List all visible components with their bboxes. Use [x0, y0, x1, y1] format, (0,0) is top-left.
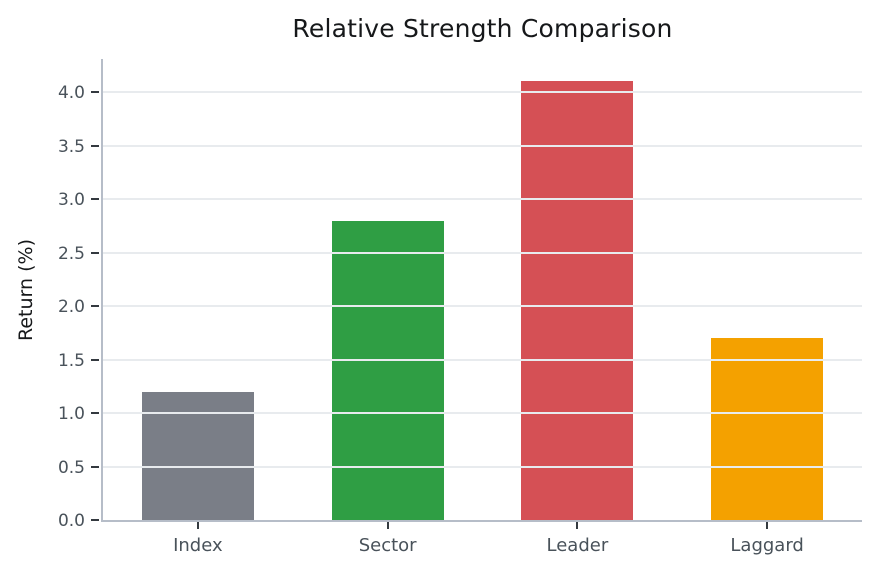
- x-tick-label-index: Index: [173, 535, 223, 556]
- x-tick-mark: [196, 522, 199, 529]
- y-tick-mark: [91, 465, 99, 468]
- y-tick-label: 4.0: [57, 83, 85, 104]
- bar-index: [141, 391, 254, 520]
- gridline-y-4.0: [103, 91, 862, 94]
- gridline-y-3.5: [103, 144, 862, 147]
- x-tick-mark: [766, 522, 769, 529]
- y-tick-mark: [91, 412, 99, 415]
- bar-sector: [331, 220, 444, 520]
- x-tick-mark: [576, 522, 579, 529]
- y-tick-label: 3.5: [57, 136, 85, 157]
- y-tick-label: 1.5: [57, 350, 85, 371]
- y-tick-mark: [91, 519, 99, 521]
- plot-area: 0.0 0.5 1.0 1.5 2.0 2.5 3.0 3.5 4.0 Index Sector L…: [58, 59, 862, 556]
- y-tick-label: 0.0: [57, 511, 85, 531]
- gridline-y-1.0: [103, 412, 862, 415]
- y-axis-spine: [101, 59, 103, 522]
- gridline-y-0.5: [103, 465, 862, 468]
- x-tick-label-laggard: Laggard: [730, 535, 804, 556]
- y-tick-label: 2.0: [57, 297, 85, 318]
- y-tick-mark: [91, 144, 99, 147]
- y-tick-mark: [91, 91, 99, 94]
- y-tick-mark: [91, 251, 99, 254]
- y-tick-mark: [91, 358, 99, 361]
- bar-leader: [521, 81, 634, 520]
- y-tick-mark: [91, 305, 99, 308]
- gridline-y-3.0: [103, 198, 862, 201]
- gridline-y-2.0: [103, 305, 862, 308]
- x-tick-mark: [386, 522, 389, 529]
- x-tick-label-leader: Leader: [546, 535, 609, 556]
- bar-laggard: [711, 338, 824, 520]
- y-tick-label: 1.0: [57, 404, 85, 425]
- chart-title: Relative Strength Comparison: [292, 14, 673, 43]
- y-tick-mark: [91, 198, 99, 201]
- y-tick-label: 0.5: [57, 457, 85, 478]
- x-tick-label-sector: Sector: [358, 535, 417, 556]
- y-tick-label: 2.5: [57, 243, 85, 264]
- x-axis-spine: [101, 520, 862, 522]
- y-tick-label: 3.0: [57, 190, 85, 211]
- gridline-y-1.5: [103, 358, 862, 361]
- gridline-y-2.5: [103, 251, 862, 254]
